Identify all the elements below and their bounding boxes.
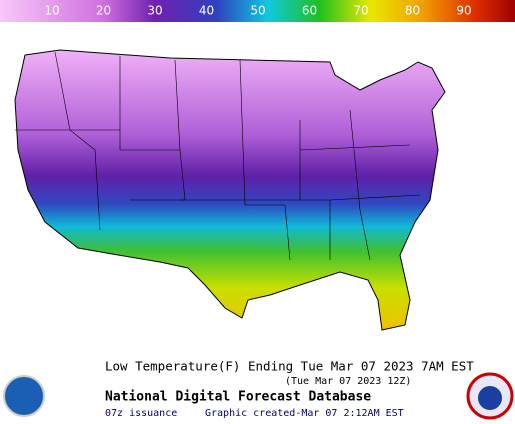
map-title: Low Temperature(F) Ending Tue Mar 07 202… [105, 359, 474, 374]
legend-tick: 40 [199, 4, 214, 18]
legend-tick: 20 [96, 4, 111, 18]
legend-tick: 80 [405, 4, 420, 18]
legend-tick: 50 [250, 4, 265, 18]
noaa-logo [3, 375, 45, 417]
created: Graphic created-Mar 07 2:12AM EST [205, 408, 404, 419]
map-subtitle: (Tue Mar 07 2023 12Z) [285, 376, 411, 387]
caption: Low Temperature(F) Ending Tue Mar 07 202… [105, 359, 474, 420]
source: National Digital Forecast Database [105, 390, 371, 405]
legend-tick: 70 [353, 4, 368, 18]
us-map [14, 49, 446, 331]
state-lines [15, 51, 421, 261]
issuance: 07z issuance [105, 408, 177, 419]
legend-tick: 10 [44, 4, 59, 18]
legend-tick: 60 [302, 4, 317, 18]
color-bar-ticks: 10 20 30 40 50 60 70 80 90 [44, 4, 471, 18]
nws-logo-center [478, 386, 502, 410]
legend-tick: 90 [456, 4, 471, 18]
color-bar [0, 0, 515, 22]
legend-tick: 30 [147, 4, 162, 18]
